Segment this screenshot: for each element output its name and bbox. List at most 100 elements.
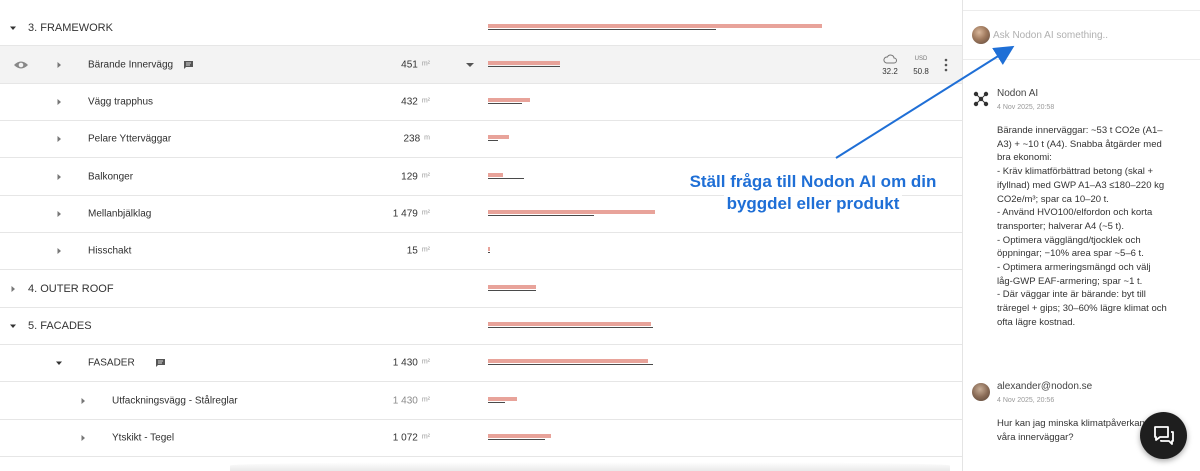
group-row[interactable]: 4. OUTER ROOF: [0, 270, 962, 308]
table-row[interactable]: FASADER 1 430 m²: [0, 345, 962, 382]
quantity-value: 432 m²: [401, 97, 430, 108]
row-name: Pelare Ytterväggar: [88, 133, 172, 145]
cost-value: 50.8: [913, 67, 929, 76]
cloud-icon: [883, 54, 897, 64]
message-line: ifyllnad) med GWP A1–A3 ≤180–220 kg: [997, 179, 1165, 191]
quantity-number: 129: [401, 171, 418, 182]
message-line: Bärande innerväggar: ~53 t CO2e (A1–: [997, 125, 1163, 136]
message-line: bra ekonomi:: [997, 152, 1052, 164]
chat-toggle-button[interactable]: [1140, 412, 1187, 459]
impact-bar: [488, 321, 868, 331]
chevron-right-icon[interactable]: [8, 284, 18, 294]
quantity-unit: m²: [421, 396, 430, 403]
quantity-unit: m²: [421, 172, 430, 179]
impact-bar-line: [488, 289, 536, 291]
impact-bar: [488, 209, 868, 219]
message-body: Hur kan jag minska klimatpåverkan för vår…: [997, 417, 1197, 444]
comment-icon[interactable]: [156, 359, 165, 367]
more-options-icon[interactable]: [943, 58, 949, 72]
ask-ai-input[interactable]: [993, 25, 1193, 45]
impact-bar: [488, 23, 868, 33]
row-name: Vägg trapphus: [88, 96, 154, 108]
quantity-unit: m²: [421, 246, 430, 254]
quantity-unit: m²: [421, 97, 430, 105]
quantity-unit: m²: [421, 60, 430, 67]
climate-metric: 32.2: [880, 54, 900, 76]
chat-bubbles-icon: [1154, 426, 1174, 445]
panel-divider: [963, 10, 1200, 11]
quantity-number: 1 479: [392, 208, 418, 220]
quantity-number: 15: [406, 245, 418, 257]
quantity-value: 15 m²: [407, 246, 430, 257]
message-line: - Optimera armeringsmängd och välj: [997, 262, 1151, 274]
row-name: 5. FACADES: [28, 320, 92, 332]
impact-bar: [488, 433, 868, 443]
message-line: ofta lägre kostnad.: [997, 316, 1076, 328]
chevron-right-icon[interactable]: [54, 134, 64, 144]
message-timestamp: 4 Nov 2025, 20:56: [997, 397, 1055, 404]
impact-bar-line: [488, 177, 525, 179]
comment-icon[interactable]: [184, 60, 193, 69]
quantity-number: 238: [403, 133, 421, 145]
current-user-avatar: [972, 26, 990, 44]
annotation-line: byggdel eller produkt: [723, 194, 903, 213]
table-row[interactable]: Ytskikt - Tegel 1 072 m²: [0, 420, 962, 457]
row-name: Hisschakt: [88, 245, 132, 257]
message-line: A3) + ~10 t (A4). Snabba åtgärder med: [997, 138, 1162, 150]
quantity-unit: m²: [421, 358, 430, 366]
impact-bar-fill: [488, 135, 509, 139]
chevron-right-icon[interactable]: [54, 209, 64, 219]
impact-bar: [488, 396, 868, 406]
message-line: låg-GWP EAF-armering; spar ~1 t.: [997, 275, 1143, 287]
row-name: 3. FRAMEWORK: [28, 21, 113, 34]
impact-bar-fill: [488, 359, 648, 363]
user-avatar: [972, 383, 990, 401]
group-row[interactable]: 5. FACADES: [0, 308, 962, 345]
impact-bar-line: [488, 28, 716, 30]
message-body: Bärande innerväggar: ~53 t CO2e (A1– A3) …: [997, 124, 1197, 330]
row-name: Mellanbjälklag: [88, 208, 152, 220]
table-row[interactable]: Vägg trapphus 432 m²: [0, 84, 962, 121]
impact-bar-fill: [488, 98, 530, 102]
annotation-line: Ställ fråga till Nodon AI om din: [686, 172, 940, 191]
message-line: - Använd HVO100/elfordon och korta: [997, 207, 1153, 219]
chevron-down-icon[interactable]: [54, 358, 64, 368]
impact-bar-fill: [488, 284, 536, 289]
impact-bar-line: [488, 401, 506, 403]
message-author: alexander@nodon.se: [997, 381, 1093, 392]
impact-bar: [488, 97, 868, 107]
visibility-eye-icon[interactable]: [13, 60, 29, 70]
quantity-table: 3. FRAMEWORK Bärande Innervägg 451 m² 32.2 US…: [0, 10, 962, 457]
cost-metric: USD 50.8: [910, 54, 932, 76]
chevron-right-icon[interactable]: [54, 60, 64, 70]
impact-bar-line: [488, 65, 561, 67]
message-line: öppningar; −10% area spar ~5–6 t.: [997, 248, 1144, 260]
chevron-right-icon[interactable]: [54, 172, 64, 182]
impact-bar-line: [488, 252, 490, 253]
table-row[interactable]: Hisschakt 15 m²: [0, 233, 962, 270]
message-line: CO2e/m³; spar ca 10–20 t.: [997, 193, 1109, 205]
message-line: - Optimera vägglängd/tjocklek och: [997, 234, 1141, 246]
quantity-value: 1 430 m²: [393, 358, 430, 369]
ask-row: [963, 20, 1200, 60]
row-name: Balkonger: [88, 171, 134, 182]
message-timestamp: 4 Nov 2025, 20:58: [997, 104, 1055, 111]
chevron-right-icon[interactable]: [78, 433, 88, 443]
impact-bar: [488, 358, 868, 368]
message-line: transporter; halverar A4 (~5 t).: [997, 220, 1124, 232]
table-row[interactable]: Bärande Innervägg 451 m² 32.2 USD 50.8: [0, 46, 962, 84]
dropdown-caret-icon[interactable]: [466, 62, 474, 68]
chevron-right-icon[interactable]: [78, 396, 88, 406]
chevron-down-icon[interactable]: [8, 23, 18, 33]
chevron-right-icon[interactable]: [54, 246, 64, 256]
chevron-right-icon[interactable]: [54, 97, 64, 107]
impact-bar-fill: [488, 210, 656, 214]
message-line: Hur kan jag minska klimatpåverkan för: [997, 418, 1159, 429]
table-row[interactable]: Utfackningsvägg - Stålreglar 1 430 m²: [0, 382, 962, 420]
row-name: Ytskikt - Tegel: [112, 432, 175, 444]
group-row[interactable]: 3. FRAMEWORK: [0, 10, 962, 46]
chevron-down-icon[interactable]: [8, 321, 18, 331]
impact-bar-line: [488, 103, 523, 104]
quantity-value: 1 430 m²: [393, 395, 430, 406]
table-row[interactable]: Pelare Ytterväggar 238 m: [0, 121, 962, 158]
